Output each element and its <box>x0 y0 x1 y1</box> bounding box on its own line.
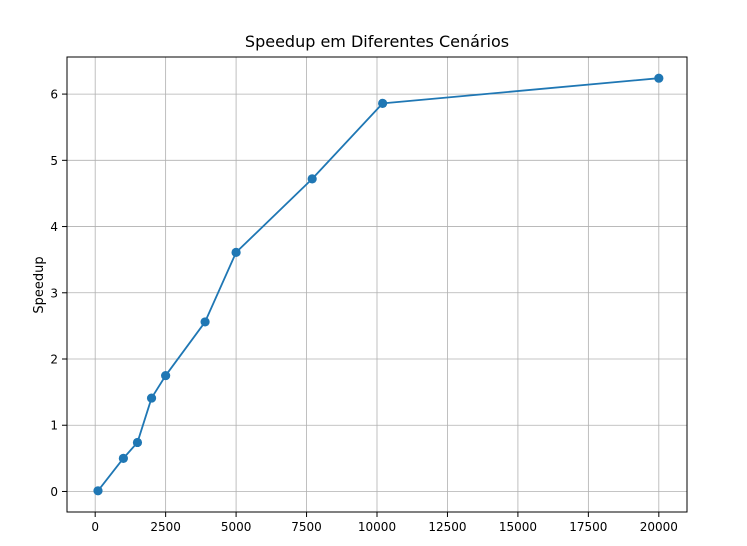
x-tick-label: 17500 <box>569 520 607 534</box>
y-tick-label: 2 <box>50 353 58 367</box>
grid <box>67 57 687 512</box>
x-axis-ticks: 0 2500 5000 7500 10000 12500 15000 17500 20000 <box>91 512 678 534</box>
y-tick-label: 3 <box>50 286 58 300</box>
y-axis-ticks: 0 1 2 3 4 5 6 <box>50 88 67 499</box>
y-tick-label: 4 <box>50 220 58 234</box>
data-point <box>161 370 171 381</box>
x-tick-label: 10000 <box>358 520 396 534</box>
series-layer <box>93 73 664 496</box>
data-point <box>654 73 664 83</box>
data-point <box>118 453 128 463</box>
x-tick-label: 7500 <box>291 520 322 534</box>
data-point <box>200 317 210 327</box>
y-tick-label: 1 <box>50 419 58 433</box>
y-axis-label: Speedup <box>32 256 47 313</box>
x-tick-label: 5000 <box>221 520 252 534</box>
x-tick-label: 2500 <box>150 520 181 534</box>
y-tick-label: 5 <box>50 154 58 168</box>
x-tick-label: 0 <box>91 520 99 534</box>
data-point <box>378 98 388 108</box>
data-point <box>93 486 103 496</box>
data-point <box>307 174 317 184</box>
y-tick-label: 0 <box>50 485 58 499</box>
x-tick-label: 15000 <box>499 520 537 534</box>
data-point <box>146 393 157 403</box>
chart-title: Speedup em Diferentes Cenários <box>245 32 509 51</box>
data-point <box>231 247 241 257</box>
x-tick-label: 12500 <box>428 520 466 534</box>
y-tick-label: 6 <box>50 88 58 102</box>
x-tick-label: 20000 <box>640 520 678 534</box>
data-point <box>132 437 143 448</box>
series-line <box>97 77 659 492</box>
